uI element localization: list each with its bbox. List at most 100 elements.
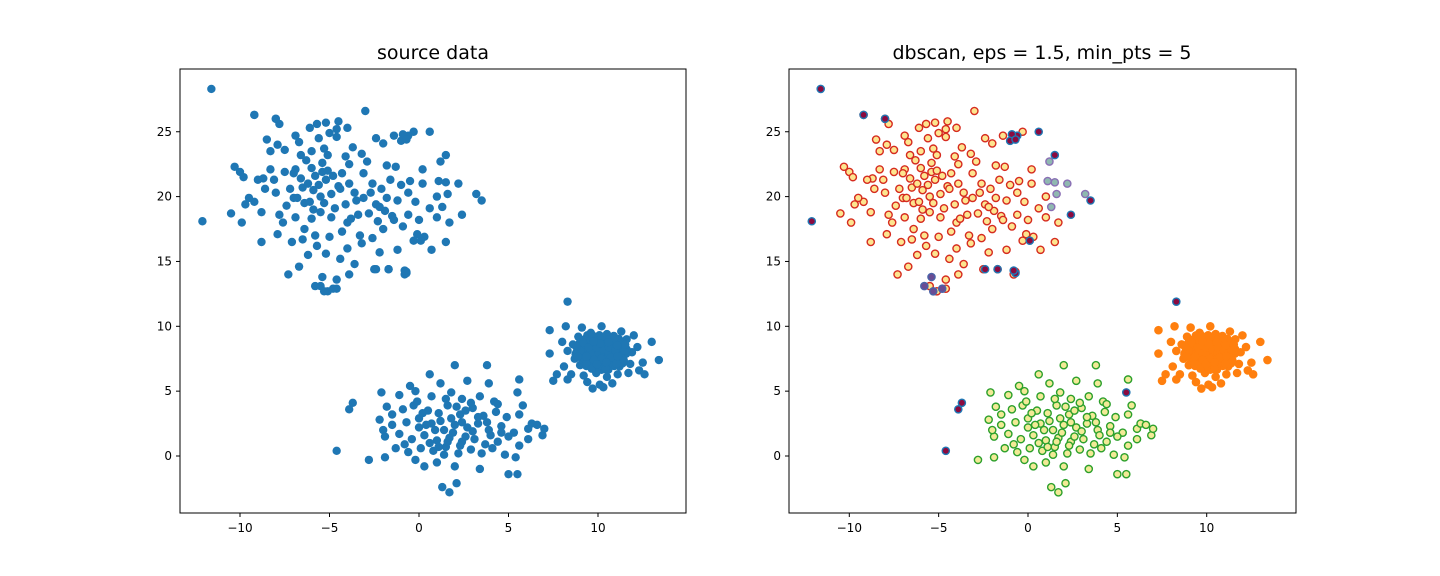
data-point	[1197, 384, 1206, 393]
data-point	[998, 131, 1008, 140]
data-point	[853, 193, 863, 203]
data-point	[610, 333, 619, 343]
data-point	[1193, 342, 1202, 352]
data-point	[1205, 321, 1215, 331]
data-point	[619, 356, 628, 365]
data-point	[878, 175, 888, 185]
data-point	[280, 167, 289, 177]
data-point	[266, 147, 275, 156]
data-point	[418, 179, 427, 188]
data-point	[916, 214, 926, 223]
data-point	[980, 133, 990, 143]
data-point	[563, 346, 572, 356]
data-point	[1054, 218, 1063, 227]
data-point	[447, 414, 456, 423]
data-point	[1020, 386, 1029, 396]
data-point	[563, 297, 572, 306]
x-tick-label: 5	[1114, 521, 1122, 535]
data-point	[411, 197, 420, 206]
axes-frame	[788, 68, 1297, 514]
data-point	[1055, 388, 1065, 397]
data-point	[450, 420, 459, 430]
data-point	[604, 338, 613, 347]
data-point	[1029, 430, 1038, 440]
data-point	[332, 275, 341, 284]
data-point	[352, 196, 361, 205]
data-point	[1014, 176, 1024, 186]
data-point	[269, 175, 279, 184]
data-point	[319, 144, 329, 153]
data-point	[344, 270, 354, 279]
data-point	[395, 429, 404, 439]
data-point	[1050, 150, 1060, 160]
data-point	[552, 370, 562, 379]
data-point	[425, 127, 434, 136]
data-point	[1011, 135, 1020, 144]
data-point	[1009, 440, 1019, 449]
data-point	[398, 222, 408, 231]
data-point	[411, 455, 420, 465]
data-point	[1061, 402, 1070, 412]
series-small-teal	[1043, 157, 1090, 212]
data-point	[416, 236, 425, 245]
data-point	[368, 233, 377, 243]
x-tick-label: −5	[930, 521, 948, 535]
data-point	[312, 241, 322, 251]
data-point	[477, 196, 486, 205]
data-point	[862, 175, 872, 185]
data-point	[1000, 443, 1010, 453]
data-point	[305, 123, 315, 133]
data-point	[1012, 188, 1022, 198]
data-point	[916, 146, 926, 156]
data-point	[1048, 425, 1058, 435]
data-point	[511, 453, 520, 462]
data-point	[952, 123, 961, 133]
data-point	[1027, 408, 1036, 418]
y-tick-label: 25	[766, 125, 781, 139]
data-point	[344, 179, 354, 188]
data-point	[955, 214, 965, 223]
data-point	[1052, 189, 1061, 199]
data-point	[973, 455, 983, 465]
data-point	[1025, 443, 1035, 453]
data-point	[404, 188, 413, 197]
data-point	[927, 158, 936, 168]
data-point	[927, 272, 936, 282]
data-point	[436, 416, 445, 426]
data-point	[1082, 412, 1092, 422]
data-point	[432, 458, 442, 467]
data-point	[371, 134, 381, 143]
data-point	[984, 202, 993, 212]
data-point	[968, 168, 977, 178]
data-point	[839, 162, 849, 172]
data-point	[484, 379, 494, 388]
data-point	[1064, 441, 1074, 450]
data-point	[1063, 449, 1072, 458]
data-point	[355, 231, 365, 240]
data-point	[1232, 368, 1242, 378]
data-point	[1241, 342, 1251, 352]
data-point	[387, 420, 397, 430]
data-point	[1172, 297, 1181, 306]
data-point	[884, 210, 893, 220]
data-point	[896, 237, 906, 247]
data-point	[1070, 432, 1079, 441]
data-point	[914, 123, 924, 133]
data-point	[443, 189, 452, 199]
data-point	[875, 165, 884, 174]
data-point	[275, 210, 284, 219]
data-point	[930, 118, 940, 127]
data-point	[987, 224, 997, 234]
data-point	[545, 349, 554, 358]
data-point	[436, 379, 445, 388]
data-point	[1172, 346, 1181, 356]
data-point	[475, 392, 485, 401]
data-point	[1063, 179, 1072, 188]
data-point	[1034, 438, 1044, 448]
data-point	[330, 204, 340, 213]
data-point	[454, 179, 463, 188]
data-point	[558, 337, 567, 347]
data-point	[911, 155, 920, 165]
data-point	[973, 209, 983, 218]
